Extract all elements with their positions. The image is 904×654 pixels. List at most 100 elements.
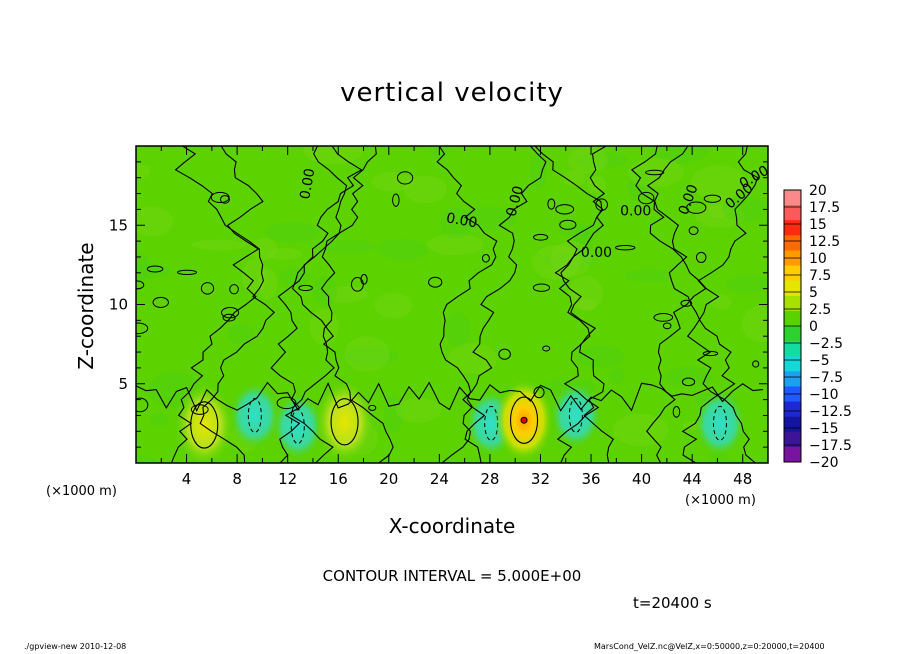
colorbar-swatch [784,371,801,387]
x-tick-label: 16 [329,470,348,488]
contour-loop [428,276,443,288]
field-patch [371,171,413,192]
contour-5 [190,401,219,449]
contour-loop [686,201,707,214]
contour-max [520,416,528,424]
contour-loop [559,219,577,230]
field-patch [725,275,768,293]
contour-loop [200,282,215,295]
colorbar: 2017.51512.5107.552.50−2.5−5−7.5−10−12.5… [783,183,852,471]
contour-label: 0.00 [620,204,651,220]
y-tick-label: 15 [109,216,128,234]
contour-loop [681,377,696,387]
contour-loop [703,194,722,203]
x-tick-label: 40 [632,470,651,488]
colorbar-tick-label: −10 [809,387,839,403]
field-patch [710,293,732,310]
field-patch [530,153,548,189]
contour-loop [146,265,164,273]
x-unit-label-right: (×1000 m) [685,493,756,508]
contour-loop [276,396,297,410]
colorbar-tick-label: 2.5 [809,302,831,318]
x-tick-label: 28 [480,470,499,488]
field-patch [267,247,303,260]
contour-line [290,146,348,463]
contour-label: 0.00 [297,167,318,200]
contour-loop [368,404,377,411]
contour-loop [645,169,665,176]
contour-loop [533,233,549,241]
contour-loop [136,397,149,413]
contour-loop [481,253,490,263]
y-tick-label: 5 [118,375,128,393]
field-patch [378,238,429,260]
field-patch [278,267,311,287]
contour-loop [136,322,149,335]
colorbar-swatch [784,431,801,448]
downdraft-cell [549,381,602,450]
contour-line [534,146,614,463]
contour-loop [396,171,414,185]
contour-5 [330,398,359,446]
field-patch [608,367,626,385]
field-patch [426,234,484,256]
field-patch [303,146,363,165]
colorbar-swatch [784,280,801,297]
colorbar-swatch [784,356,801,372]
field-patch [574,227,593,257]
contour-loop [672,405,681,418]
downdraft-cell [693,389,746,458]
x-unit-label-left: (×1000 m) [46,484,117,499]
field-patch [265,221,321,243]
contour-loop [695,251,707,263]
contour-label: 0.00 [504,184,528,218]
updraft-cell [314,379,375,463]
contour-label: 0.00 [581,245,612,261]
contour-loop [547,198,556,210]
field-patch [577,152,628,169]
field-patch [459,206,518,231]
field-patch [250,237,278,261]
field-patch [241,258,268,294]
x-axis: 4 8 12 16 20 24 28 32 36 40 44 48 [160,146,752,488]
contour-interval-label: CONTOUR INTERVAL = 5.000E+00 [322,567,582,585]
colorbar-swatch [784,220,801,236]
contour-line [441,146,547,463]
contour-loop [542,345,551,352]
contour-loop [688,226,699,235]
contour-label: 0.00 [445,210,478,231]
x-tick-label: 4 [182,470,192,488]
contour-loop [177,269,197,275]
x-tick-label: 48 [733,470,752,488]
contour-line [436,146,498,463]
field-patch [448,343,498,375]
colorbar-tick-label: −5 [809,353,830,369]
field-patch [136,263,171,279]
field-patch [695,205,745,228]
contour-neg [568,397,583,433]
x-tick-label: 24 [430,470,449,488]
contour-loop [680,299,693,307]
colorbar-swatch [784,310,801,327]
field-patch [136,252,151,283]
x-tick-label: 8 [232,470,242,488]
field-patch [576,345,625,368]
x-axis-label: X-coordinate [388,514,516,538]
field-patch [612,413,669,447]
contour-neg [712,405,727,441]
contour-line [136,381,763,413]
x-tick-label: 20 [379,470,398,488]
contour-loop [229,284,239,295]
field-patch [136,163,151,180]
contour-neg [247,397,262,433]
colorbar-tick-label: 15 [809,217,827,233]
colorbar-tick-label: 10 [809,251,827,267]
field-patch [624,268,674,283]
colorbar-swatch [784,295,801,312]
field-patch [542,253,595,270]
field-patch [532,245,581,280]
contour-line [646,146,756,463]
field-patch [403,175,448,204]
contour-loop [615,244,636,251]
